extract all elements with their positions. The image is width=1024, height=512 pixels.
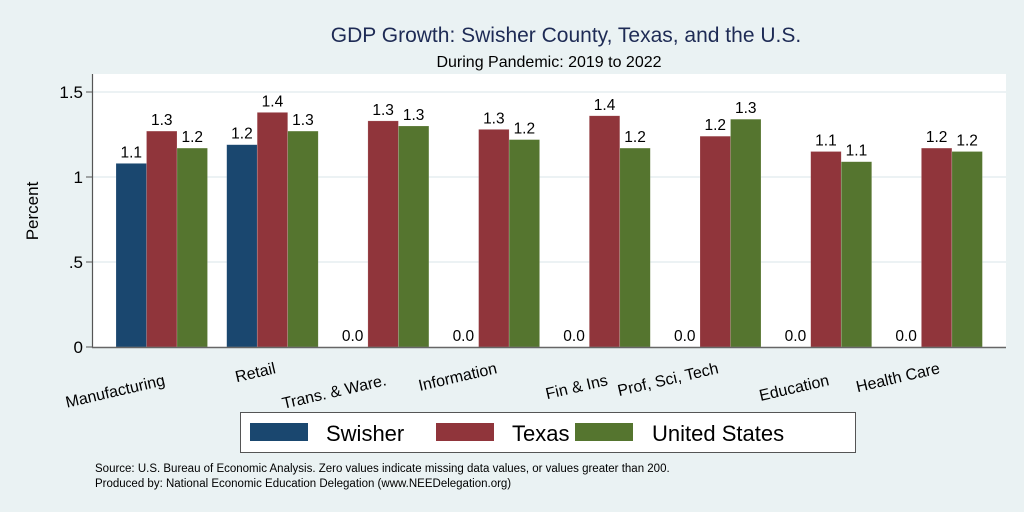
data-label: 1.1 bbox=[120, 144, 142, 161]
data-label: 0.0 bbox=[674, 328, 696, 345]
data-label: 0.0 bbox=[453, 328, 475, 345]
chart-subtitle: During Pandemic: 2019 to 2022 bbox=[436, 54, 661, 71]
data-label: 1.2 bbox=[624, 129, 646, 146]
legend-box bbox=[240, 412, 856, 453]
legend-swatch bbox=[436, 423, 494, 441]
bar-united-states bbox=[398, 125, 430, 348]
y-axis-label: Percent bbox=[23, 181, 42, 240]
x-category-label: Manufacturing bbox=[64, 372, 167, 411]
bar-united-states bbox=[840, 161, 872, 348]
bar-united-states bbox=[176, 147, 208, 348]
legend-label: United States bbox=[652, 421, 784, 446]
bars bbox=[115, 112, 983, 348]
x-category-label: Prof, Sci, Tech bbox=[616, 360, 720, 400]
y-tick-label: .5 bbox=[69, 253, 83, 272]
data-label: 1.3 bbox=[151, 112, 173, 129]
data-label: 1.2 bbox=[926, 129, 948, 146]
data-label: 1.3 bbox=[735, 100, 757, 117]
x-category-label: Fin & Ins bbox=[544, 372, 609, 403]
bar-united-states bbox=[619, 147, 651, 348]
data-label: 1.1 bbox=[815, 133, 837, 150]
data-label: 1.2 bbox=[231, 126, 253, 143]
data-label: 1.2 bbox=[181, 129, 203, 146]
data-label: 1.3 bbox=[403, 107, 425, 124]
bar-united-states bbox=[508, 139, 540, 348]
x-category-label: Education bbox=[758, 372, 831, 405]
data-label: 1.2 bbox=[704, 117, 726, 134]
bar-united-states bbox=[730, 118, 762, 348]
bar-texas bbox=[367, 120, 399, 348]
data-label: 0.0 bbox=[342, 328, 364, 345]
legend-swatch bbox=[575, 423, 633, 441]
x-category-label: Information bbox=[417, 360, 499, 395]
legend: Swisher Texas United States bbox=[240, 412, 856, 453]
chart-title: GDP Growth: Swisher County, Texas, and t… bbox=[331, 24, 801, 47]
bar-swisher bbox=[226, 144, 258, 348]
x-category-label: Retail bbox=[234, 360, 278, 386]
bar-united-states bbox=[287, 130, 319, 348]
data-label: 1.3 bbox=[292, 112, 314, 129]
data-label: 1.1 bbox=[846, 143, 868, 160]
data-label: 1.4 bbox=[262, 93, 284, 110]
legend-label: Swisher bbox=[326, 421, 404, 446]
data-label: 1.4 bbox=[594, 97, 616, 114]
bar-texas bbox=[146, 130, 178, 348]
y-tick-label: 1.5 bbox=[59, 83, 83, 102]
data-label: 0.0 bbox=[563, 328, 585, 345]
data-label: 1.3 bbox=[483, 110, 505, 127]
x-category-label: Health Care bbox=[855, 360, 942, 396]
legend-swatch bbox=[250, 423, 308, 441]
y-tick-label: 1 bbox=[74, 168, 83, 187]
produced-by-note: Produced by: National Economic Education… bbox=[95, 478, 511, 490]
x-category-label: Trans. & Ware. bbox=[281, 372, 388, 412]
data-label: 1.3 bbox=[372, 102, 394, 119]
bar-texas bbox=[810, 151, 842, 348]
bar-texas bbox=[699, 135, 731, 348]
source-note: Source: U.S. Bureau of Economic Analysis… bbox=[95, 463, 670, 475]
x-category-labels: Manufacturing Retail Trans. & Ware. Informa… bbox=[64, 360, 942, 413]
bar-texas bbox=[921, 147, 953, 348]
data-label: 0.0 bbox=[785, 328, 807, 345]
bar-texas bbox=[478, 129, 510, 348]
bar-swisher bbox=[115, 163, 147, 348]
bar-texas bbox=[589, 115, 621, 348]
data-label: 1.2 bbox=[956, 133, 978, 150]
y-tick-label: 0 bbox=[74, 338, 83, 357]
legend-label: Texas bbox=[512, 421, 569, 446]
bar-texas bbox=[256, 112, 288, 348]
bar-united-states bbox=[951, 151, 983, 348]
data-label: 1.2 bbox=[514, 121, 536, 138]
data-label: 0.0 bbox=[895, 328, 917, 345]
y-ticks: 0 .5 1 1.5 bbox=[59, 83, 92, 357]
data-labels: 1.1 1.3 1.2 1.2 1.4 1.3 0.0 1.3 1.3 0.0 1.3 1.2 0.0 1… bbox=[120, 93, 977, 345]
